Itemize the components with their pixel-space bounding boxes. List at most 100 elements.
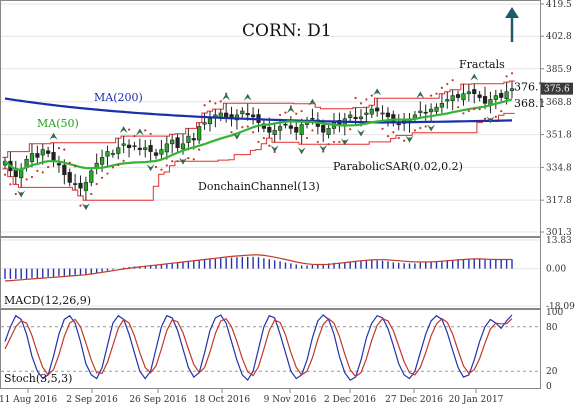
sar-dot <box>25 178 28 181</box>
macd-tick-label: 13.83 <box>546 236 572 246</box>
candle-body <box>310 118 315 120</box>
candle-body <box>83 182 89 191</box>
stoch-tick-label: 20 <box>546 367 558 377</box>
candle-body <box>418 110 423 113</box>
sar-dot <box>30 175 34 179</box>
stoch-panel-frame <box>0 309 541 389</box>
sar-dot <box>295 112 298 115</box>
fractal-down-icon <box>427 124 436 132</box>
sar-dot <box>133 135 136 138</box>
donchian-channel <box>2 80 515 201</box>
sar-dot <box>14 192 17 196</box>
sar-dot <box>386 135 390 138</box>
sar-dot <box>246 125 249 128</box>
fractal-up-icon <box>416 91 425 99</box>
sar-dot <box>483 117 487 120</box>
candle-body <box>105 151 110 157</box>
x-tick-label: 26 Sep 2016 <box>129 395 187 405</box>
last-price-box <box>541 82 573 95</box>
sar-dot <box>111 166 114 169</box>
sar-dot <box>381 127 384 130</box>
candle-body <box>499 93 504 98</box>
sar-dot <box>440 86 443 90</box>
sar-dot <box>171 160 174 163</box>
sar-dot <box>284 111 287 114</box>
fractal-down-icon <box>17 190 26 198</box>
chart-title: CORN: D1 <box>242 21 332 41</box>
price-y-axis: 419.5 402.8 385.9 368.8 351.8 334.8 317.8 301.3 <box>540 0 572 238</box>
sar-dot <box>41 171 44 174</box>
candle-body <box>202 122 207 125</box>
fractal-up-icon <box>222 93 231 101</box>
fractal-up-icon <box>243 93 252 101</box>
candle-body <box>126 144 132 149</box>
sar-dot <box>79 204 82 207</box>
candle-body <box>461 93 466 101</box>
candle-body <box>283 123 288 126</box>
sar-dot <box>192 158 195 161</box>
candle-body <box>277 126 283 131</box>
candle-body <box>89 170 94 183</box>
sar-dot <box>446 82 449 86</box>
ma50-line <box>4 98 513 171</box>
sar-dot <box>456 106 460 109</box>
sar-dot <box>478 108 481 111</box>
candle-body <box>175 137 180 149</box>
fractal-down-icon <box>178 157 187 165</box>
price-tick-label: 351.8 <box>546 131 572 141</box>
sar-dot <box>311 129 314 132</box>
candle-body <box>369 108 374 115</box>
candle-body <box>240 110 245 115</box>
grid-layer <box>1 3 540 233</box>
sar-dot <box>332 140 336 144</box>
fractal-up-icon <box>119 126 128 134</box>
sar-dot <box>68 161 71 164</box>
fractal-down-icon <box>81 203 90 211</box>
candle-body <box>445 99 450 102</box>
price-tick-label: 368.8 <box>546 98 572 108</box>
sar-dot <box>106 172 109 175</box>
donchian-upper-line <box>2 80 515 158</box>
fractal-down-icon <box>270 145 279 153</box>
stoch-layer: 100 80 20 0 <box>1 308 563 392</box>
x-tick-label: 9 Nov 2016 <box>264 395 317 405</box>
sar-dot <box>176 160 179 163</box>
candle-body <box>245 113 250 116</box>
sar-dot <box>397 136 400 140</box>
moving-averages <box>4 97 513 171</box>
candle-body <box>472 89 477 94</box>
fractal-up-icon <box>373 88 382 96</box>
candle-body <box>477 94 482 98</box>
sar-dot <box>429 94 433 97</box>
candle-body <box>385 112 391 118</box>
stoch-tick-label: 80 <box>546 323 558 333</box>
sar-dot <box>57 146 61 150</box>
candle-body <box>358 116 364 120</box>
donchian-label: DonchainChannel(13) <box>198 180 320 193</box>
fractal-up-icon <box>49 132 58 140</box>
candle-body <box>380 112 385 115</box>
sar-dot <box>165 164 168 167</box>
candle-body <box>137 147 142 150</box>
sar-dot <box>95 182 98 186</box>
ma50-label: MA(50) <box>37 117 79 130</box>
macd-label: MACD(12,26,9) <box>4 294 91 307</box>
sar-dot <box>36 169 39 172</box>
sar-dot <box>154 165 158 169</box>
sar-dot <box>63 148 66 151</box>
candle-body <box>99 157 105 165</box>
candle-body <box>46 150 51 154</box>
candle-body <box>56 163 62 166</box>
fractal-down-icon <box>146 164 155 172</box>
fractal-down-icon <box>340 138 349 146</box>
x-tick-label: 11 Aug 2016 <box>0 395 57 405</box>
x-tick-label: 20 Jan 2017 <box>449 395 504 405</box>
candle-body <box>504 91 509 100</box>
x-axis: 11 Aug 2016 2 Sep 2016 26 Sep 2016 18 Oct 2… <box>0 389 504 405</box>
last-price-label: 375.6 <box>544 85 570 95</box>
price-panel-frame <box>0 0 541 237</box>
stoch-tick-label: 100 <box>546 308 563 318</box>
candle-body <box>434 106 439 112</box>
